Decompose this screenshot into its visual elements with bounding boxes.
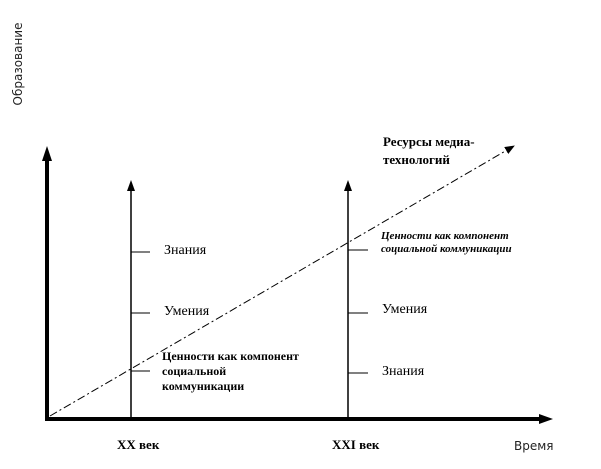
xxi-level-top-line1: Ценности как компонент (381, 230, 509, 242)
xx-level-bottom: Ценности как компонент социальной коммун… (162, 349, 299, 394)
xxi-level-top-line2: социальной коммуникации (381, 243, 512, 256)
xx-century-label: XX век (117, 437, 160, 452)
trend-label-line2: технологий (383, 152, 450, 167)
xxi-century-label: XXI век (332, 437, 380, 452)
trend-label-line1: Ресурсы медиа- (383, 134, 475, 149)
x-axis-label: Время (514, 439, 554, 453)
media-resources-trend-line (49, 145, 515, 417)
xxi-level-middle: Умения (382, 302, 428, 317)
xx-level-bottom-line3: коммуникации (162, 379, 245, 393)
y-axis-label: Образование (11, 22, 26, 106)
xx-level-top: Знания (164, 243, 207, 258)
xxi-level-top: Ценности как компонент социальной коммун… (381, 230, 512, 256)
xxi-level-bottom: Знания (382, 364, 425, 379)
y-axis-arrowhead (42, 146, 52, 161)
x-axis-arrowhead (539, 414, 553, 424)
trend-label: Ресурсы медиа- технологий (383, 133, 475, 169)
xx-century-axis-arrowhead (127, 180, 135, 191)
xx-level-bottom-line1: Ценности как компонент (162, 349, 299, 363)
xx-level-bottom-line2: социальной (162, 364, 227, 378)
xx-level-middle: Умения (164, 304, 210, 319)
xxi-century-axis-arrowhead (344, 180, 352, 191)
